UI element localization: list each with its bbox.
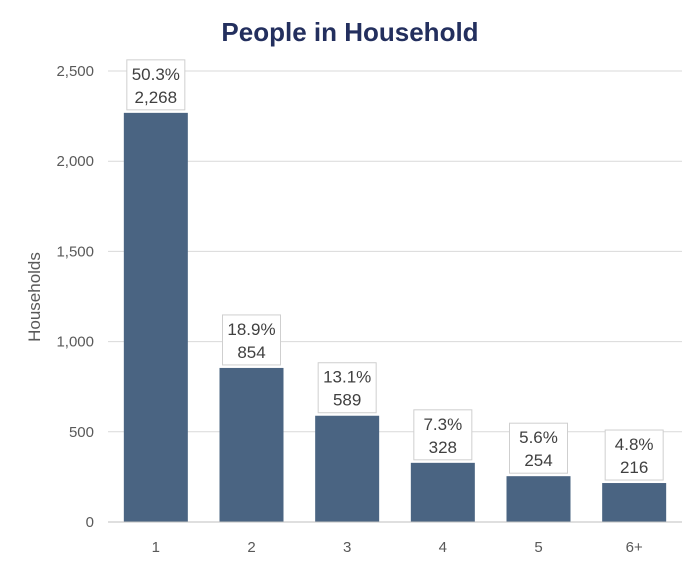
y-tick-label: 2,500 (56, 63, 94, 80)
y-tick-label: 2,000 (56, 153, 94, 170)
y-tick-label: 500 (69, 424, 94, 441)
gridlines (108, 70, 682, 433)
data-label-percent: 7.3% (423, 415, 462, 434)
data-label: 18.9% 854 (222, 314, 281, 366)
data-label-value: 2,268 (135, 88, 178, 107)
data-label-value: 254 (524, 451, 552, 470)
y-axis-ticks: 0 500 1,000 1,500 2,000 2,500 (56, 63, 94, 531)
data-label: 5.6% 254 (509, 422, 568, 474)
x-tick-label: 1 (152, 539, 160, 556)
data-label-box (317, 362, 377, 414)
data-label-percent: 18.9% (227, 320, 275, 339)
data-label-box (222, 314, 281, 366)
data-label-percent: 50.3% (132, 65, 180, 84)
data-label-value: 328 (429, 438, 457, 457)
x-tick-label: 4 (439, 539, 447, 556)
x-axis-ticks: 1 2 3 4 5 6+ (152, 539, 643, 556)
data-label-percent: 5.6% (519, 428, 558, 447)
bars (123, 112, 667, 523)
bar (315, 415, 380, 522)
bar (602, 483, 667, 522)
y-axis-title: Households (25, 252, 44, 342)
x-tick-label: 3 (343, 539, 351, 556)
y-tick-label: 1,500 (56, 243, 94, 260)
data-label-box (604, 429, 664, 481)
data-label: 4.8% 216 (604, 429, 664, 481)
data-label-value: 589 (333, 391, 361, 410)
data-label-box (126, 59, 186, 111)
x-tick-label: 5 (534, 539, 542, 556)
bar (123, 112, 188, 523)
bar (219, 367, 284, 522)
data-label: 50.3% 2,268 (126, 59, 186, 111)
bar (410, 462, 475, 522)
data-label: 13.1% 589 (317, 362, 377, 414)
data-labels: 50.3% 2,268 18.9% 854 13.1% 589 7.3% 328 5.6% 254… (126, 59, 664, 481)
y-tick-label: 1,000 (56, 334, 94, 351)
data-label-box (509, 422, 568, 474)
bar (506, 476, 571, 522)
data-label-value: 854 (237, 343, 265, 362)
data-label-percent: 4.8% (615, 435, 654, 454)
y-tick-label: 0 (86, 514, 94, 531)
x-tick-label: 2 (247, 539, 255, 556)
x-tick-label: 6+ (626, 539, 643, 556)
data-label-percent: 13.1% (323, 368, 371, 387)
data-label: 7.3% 328 (413, 409, 473, 461)
data-label-box (413, 409, 473, 461)
chart-title: People in Household (221, 17, 478, 47)
data-label-value: 216 (620, 458, 648, 477)
